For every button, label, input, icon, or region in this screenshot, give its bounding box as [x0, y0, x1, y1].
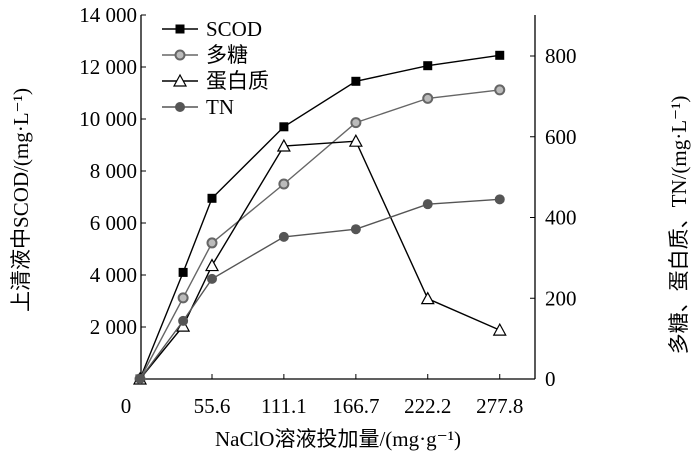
series-3-point: [422, 199, 433, 210]
series-1-point: [494, 84, 506, 96]
series: [132, 50, 507, 385]
right-tick-label: 400: [545, 206, 577, 230]
right-tick-label: 800: [545, 44, 577, 68]
legend-label: SCOD: [206, 17, 262, 41]
series-0-line: [139, 54, 500, 380]
legend-label: TN: [206, 95, 234, 119]
right-tick-label: 0: [545, 367, 556, 391]
series-0-point: [207, 193, 217, 203]
series-1-point: [278, 178, 290, 190]
series-0-point: [279, 122, 289, 132]
left-tick-label: 4 000: [90, 263, 137, 287]
series-0-point: [423, 61, 433, 71]
x-tick-label: 0: [121, 394, 132, 418]
series-3-point: [350, 224, 361, 235]
x-tick-label: 55.6: [194, 394, 231, 418]
series-0-point: [495, 50, 505, 60]
legend-marker: [172, 73, 188, 87]
legend-marker: [175, 102, 185, 112]
legend-label: 蛋白质: [206, 69, 269, 93]
series-2-point: [348, 133, 363, 147]
series-0-point: [178, 267, 188, 277]
series-3-line: [139, 198, 500, 380]
x-tick-label: 222.2: [404, 394, 451, 418]
series-3-point: [135, 374, 145, 384]
left-tick-label: 8 000: [90, 159, 137, 183]
legend-marker: [174, 49, 186, 61]
series-3-point: [278, 231, 289, 242]
series-2-point: [492, 322, 507, 336]
right-y-axis-label: 多糖、蛋白质、TN/(mg·L⁻¹): [667, 96, 691, 355]
x-tick-label: 277.8: [476, 394, 523, 418]
left-y-axis-label: 上清液中SCOD/(mg·L⁻¹): [9, 88, 33, 312]
x-tick-label: 111.1: [261, 394, 307, 418]
left-tick-label: 2 000: [90, 315, 137, 339]
legend-marker: [175, 24, 185, 34]
legend-label: 多糖: [206, 43, 248, 67]
series-1-point: [422, 92, 434, 104]
series-2-line: [139, 140, 501, 380]
series-1-point: [206, 237, 218, 249]
x-tick-label: 166.7: [332, 394, 379, 418]
series-2-point: [276, 138, 291, 152]
left-tick-label: 10 000: [79, 107, 137, 131]
series-3-point: [178, 315, 189, 326]
left-tick-label: 14 000: [79, 3, 137, 27]
series-1-point: [350, 117, 362, 129]
series-3-point: [494, 194, 505, 205]
series-1-line: [139, 89, 500, 380]
left-tick-label: 6 000: [90, 211, 137, 235]
right-tick-label: 600: [545, 125, 577, 149]
series-0-point: [351, 76, 361, 86]
series-1-point: [177, 292, 189, 304]
right-tick-label: 200: [545, 286, 577, 310]
series-2-point: [420, 291, 435, 305]
x-axis-label: NaClO溶液投加量/(mg·g⁻¹): [215, 427, 461, 451]
left-tick-label: 12 000: [79, 55, 137, 79]
axes: [140, 15, 536, 380]
series-2-point: [204, 258, 220, 272]
series-3-point: [207, 273, 217, 284]
